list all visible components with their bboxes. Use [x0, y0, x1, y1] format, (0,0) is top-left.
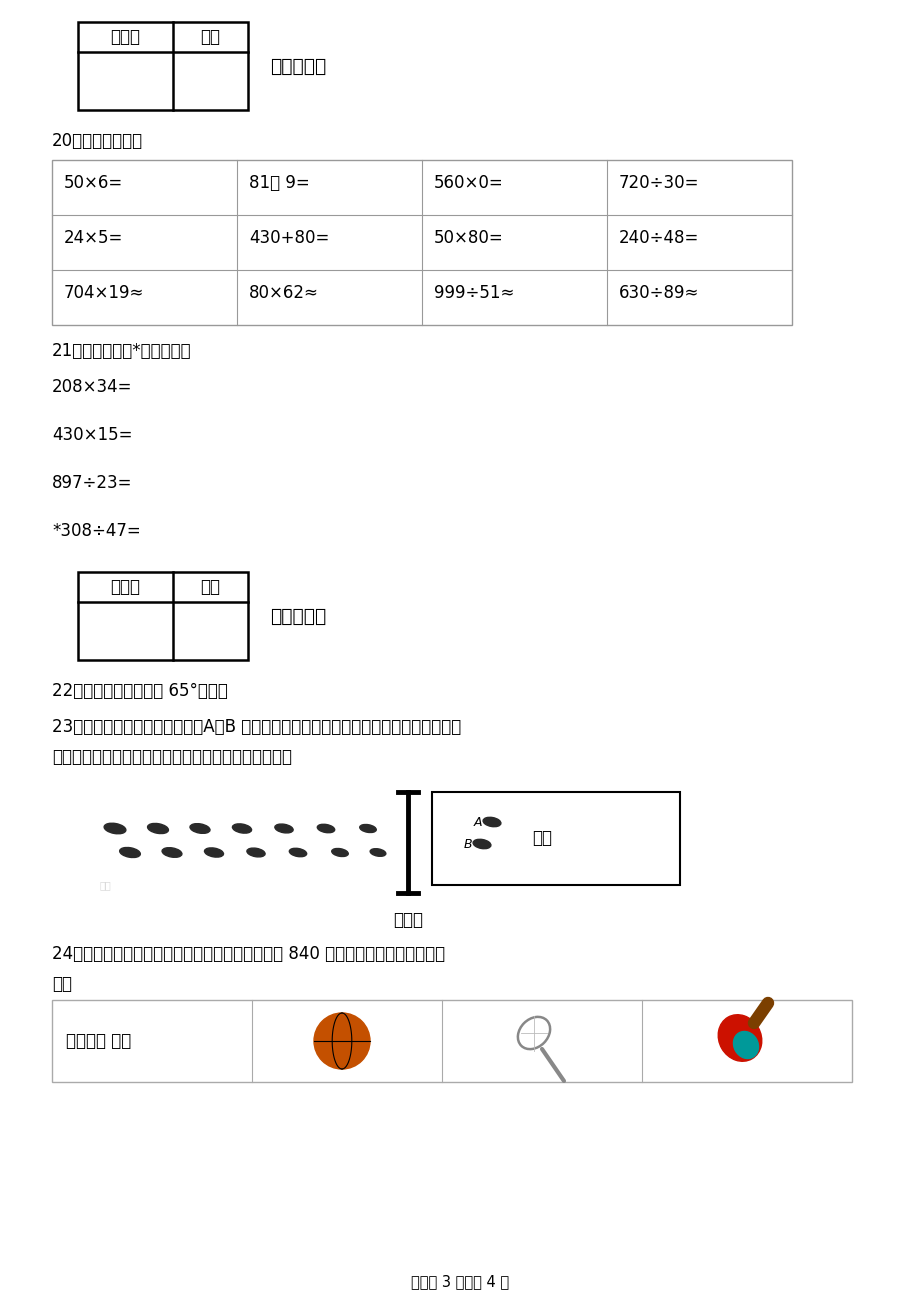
Ellipse shape	[332, 849, 348, 857]
Bar	[52, 1000, 851, 1082]
Bar	[432, 792, 679, 885]
Bar	[78, 22, 248, 109]
Text: 得分: 得分	[200, 578, 221, 596]
Text: 560×0=: 560×0=	[434, 174, 504, 193]
Text: 999÷51≈: 999÷51≈	[434, 284, 514, 302]
Text: 评卷人: 评卷人	[110, 29, 141, 46]
Text: B: B	[463, 837, 472, 850]
Ellipse shape	[147, 823, 168, 833]
Text: 你该怎样测量他的成绩？请在图中画出待测量的线段．: 你该怎样测量他的成绩？请在图中画出待测量的线段．	[52, 749, 291, 766]
Ellipse shape	[204, 848, 223, 857]
Text: 630÷89≈: 630÷89≈	[618, 284, 698, 302]
Text: 240÷48=: 240÷48=	[618, 229, 698, 247]
Ellipse shape	[482, 818, 500, 827]
Text: 试卷第 3 页，总 4 页: 试卷第 3 页，总 4 页	[411, 1275, 508, 1289]
Text: 起点: 起点	[100, 880, 111, 891]
Text: 50×6=: 50×6=	[64, 174, 123, 193]
Text: 沙坑: 沙坑	[531, 829, 551, 848]
Ellipse shape	[472, 840, 491, 849]
Text: 24．学校张老师到体育商场购买体育器材，共带了 840 元钱．下面是部分商品的价: 24．学校张老师到体育商场购买体育器材，共带了 840 元钱．下面是部分商品的价	[52, 945, 445, 963]
Ellipse shape	[359, 824, 376, 832]
Text: A: A	[473, 815, 482, 828]
Ellipse shape	[233, 824, 251, 833]
Text: 四、计算题: 四、计算题	[269, 56, 326, 76]
Text: 430×15=: 430×15=	[52, 426, 132, 444]
Ellipse shape	[119, 848, 141, 858]
Bar	[78, 572, 248, 660]
Text: 50×80=: 50×80=	[434, 229, 504, 247]
Text: 80×62≈: 80×62≈	[249, 284, 319, 302]
Text: 格．: 格．	[52, 975, 72, 993]
Ellipse shape	[162, 848, 182, 857]
Text: 23．是明明逃远时留下的脚印，A，B 是他两个脚后跟落入沙坑的点，如果你是裁判员，: 23．是明明逃远时留下的脚印，A，B 是他两个脚后跟落入沙坑的点，如果你是裁判员…	[52, 717, 460, 736]
Text: 704×19≈: 704×19≈	[64, 284, 144, 302]
Ellipse shape	[190, 824, 210, 833]
Ellipse shape	[246, 848, 265, 857]
Text: 24×5=: 24×5=	[64, 229, 123, 247]
Text: 评卷人: 评卷人	[110, 578, 141, 596]
Text: 208×34=: 208×34=	[52, 378, 132, 396]
Text: *308÷47=: *308÷47=	[52, 522, 141, 540]
Ellipse shape	[104, 823, 126, 833]
Ellipse shape	[732, 1031, 757, 1059]
Text: 81－ 9=: 81－ 9=	[249, 174, 310, 193]
Ellipse shape	[317, 824, 335, 833]
Text: 得分: 得分	[200, 29, 221, 46]
Text: 21．笔算．（带*的要验算）: 21．笔算．（带*的要验算）	[52, 342, 191, 359]
Text: 20．口算与估算．: 20．口算与估算．	[52, 132, 143, 150]
Bar	[52, 160, 791, 326]
Text: 起跳线: 起跳线	[392, 911, 423, 930]
Circle shape	[313, 1013, 369, 1069]
Ellipse shape	[275, 824, 293, 833]
Ellipse shape	[369, 849, 385, 857]
Text: 体育用品 种类: 体育用品 种类	[66, 1032, 131, 1049]
Text: 430+80=: 430+80=	[249, 229, 329, 247]
Text: 五、解答题: 五、解答题	[269, 607, 326, 625]
Ellipse shape	[289, 849, 306, 857]
Text: 22．用量角器画出一个 65°的角．: 22．用量角器画出一个 65°的角．	[52, 682, 228, 700]
Text: 897÷23=: 897÷23=	[52, 474, 132, 492]
Text: 720÷30=: 720÷30=	[618, 174, 698, 193]
Ellipse shape	[718, 1014, 761, 1061]
